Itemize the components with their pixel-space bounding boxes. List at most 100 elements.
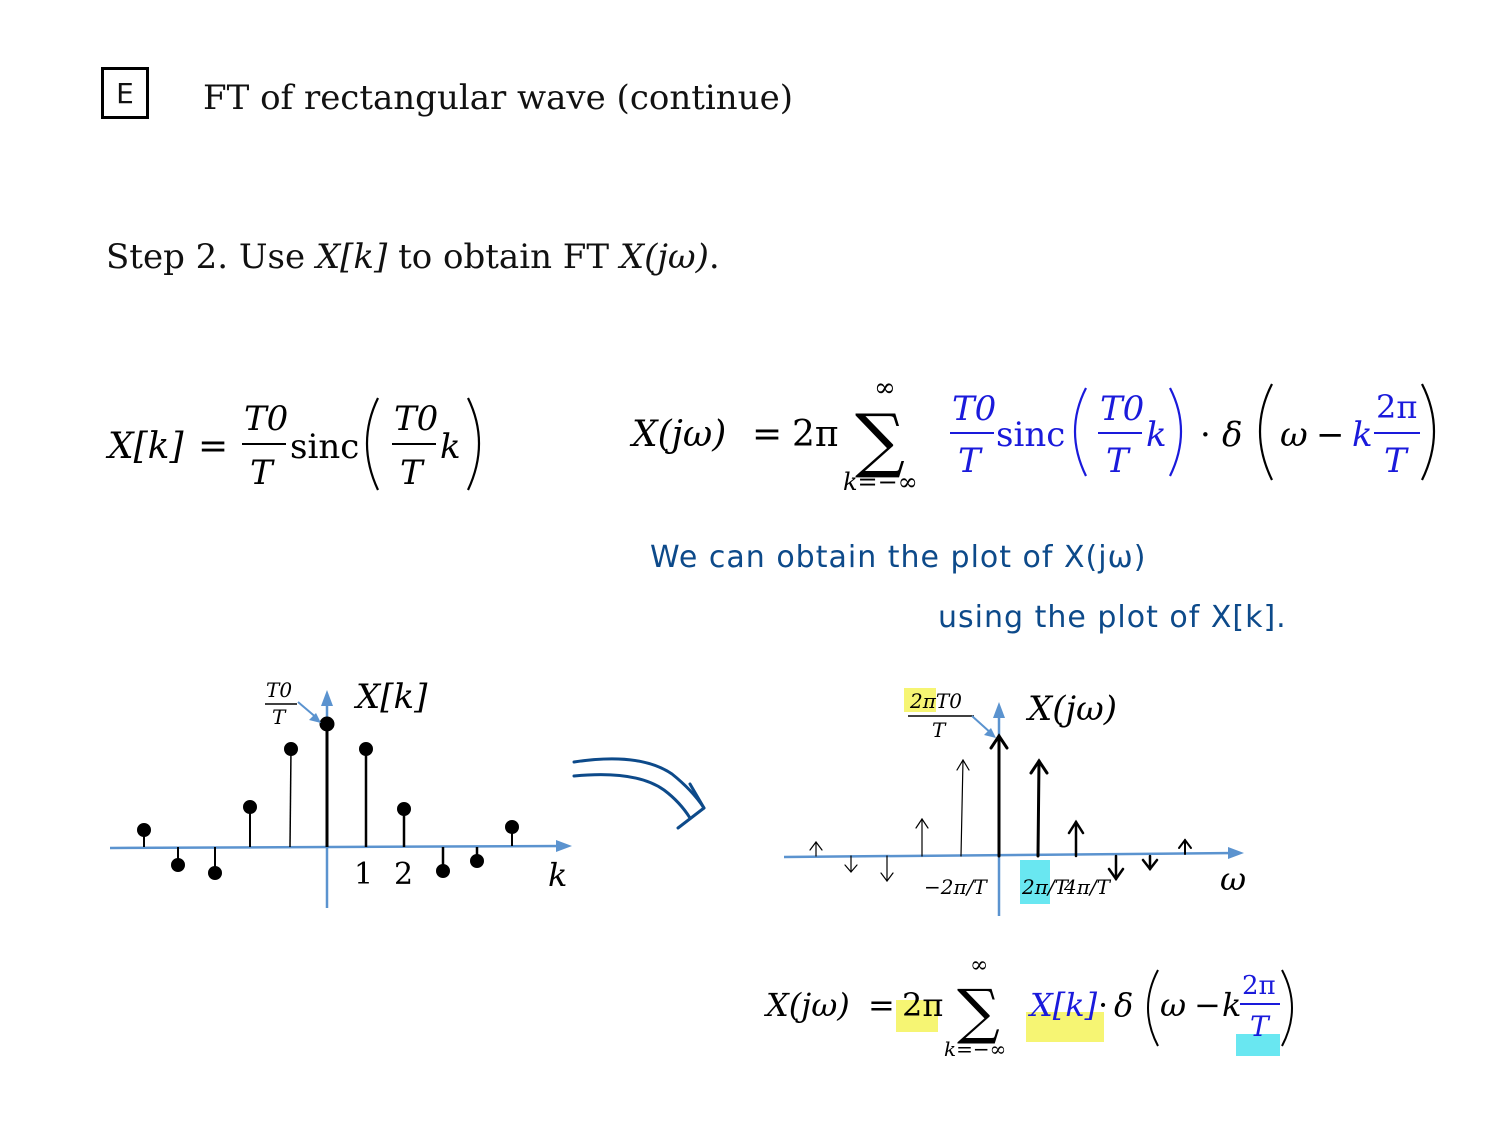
- eq-xjw-t0-a: T0: [952, 389, 996, 429]
- impulse-head: [915, 817, 929, 829]
- note-line-2: using the plot of X[k].: [938, 600, 1287, 635]
- eq-xjw-k-a: k: [1146, 415, 1167, 455]
- eq-bottom-sum: ∑: [957, 977, 1000, 1047]
- step-end: .: [708, 237, 720, 277]
- stem-head: [137, 823, 151, 837]
- plot-right-pos-tick: 2π/T: [1021, 875, 1070, 899]
- highlight-t: [1236, 1034, 1280, 1056]
- eq-xjw-sum-bottom: k=−∞: [843, 468, 918, 496]
- stem-head: [505, 820, 519, 834]
- plot-right-impulses: [809, 733, 1192, 882]
- eq-bottom-2pi-num: 2π: [1242, 971, 1276, 1001]
- eq-bottom-sum-bottom: k=−∞: [944, 1037, 1006, 1061]
- eq-xjw-t-c: T: [1384, 441, 1409, 481]
- plot-left-xlabel: k: [548, 856, 567, 894]
- plot-right-peak-den: T: [932, 718, 947, 742]
- equation-bottom: X(jω) = 2π ∞ ∑ k=−∞ X[k] · δ ω − k 2π T: [763, 953, 1293, 1061]
- eq-xk-k: k: [440, 427, 461, 467]
- eq-bottom-minus: −: [1194, 986, 1221, 1024]
- stem-head: [470, 854, 484, 868]
- step-xjw: X(jω): [619, 237, 709, 277]
- eq-xjw-sum-top: ∞: [874, 373, 896, 403]
- eq-xk-t0-a: T0: [244, 399, 288, 439]
- plot-left-pointer-head: [309, 713, 321, 723]
- eq-bottom-xk: X[k]: [1027, 986, 1098, 1024]
- plot-left-peak-den: T: [272, 705, 287, 729]
- eq-xjw-sinc: sinc: [996, 415, 1065, 455]
- eq-bottom-k: k: [1222, 986, 1241, 1024]
- eq-xjw-lparen-a: [1073, 387, 1087, 477]
- plot-left-x-axis: [109, 844, 567, 850]
- eq-xk-lhs: X[k]: [105, 426, 184, 467]
- stem-head: [243, 800, 257, 814]
- eq-bottom-lparen: [1147, 969, 1159, 1047]
- eq-xk-equals: =: [198, 426, 228, 467]
- impulse-head: [989, 733, 1009, 750]
- eq-xjw-t-a: T: [958, 441, 983, 481]
- impulse-head: [880, 872, 894, 882]
- stem-head: [436, 864, 450, 878]
- eq-xk-sinc: sinc: [290, 427, 359, 467]
- plot-right-pos-tick-2: 4π/T: [1063, 875, 1112, 899]
- stem-head: [208, 866, 222, 880]
- highlight-xk: [1026, 1012, 1104, 1042]
- eq-xjw-2pi-num: 2π: [1376, 388, 1417, 426]
- impulse-head: [844, 864, 858, 873]
- plot-left-tick-1: 1: [354, 857, 373, 892]
- plot-right-pointer-head: [984, 728, 996, 738]
- impulse-head: [809, 841, 823, 851]
- eq-bottom-omega: ω: [1160, 986, 1186, 1024]
- eq-xjw-t0-b: T0: [1100, 389, 1144, 429]
- plot-left-tick-2: 2: [394, 857, 413, 892]
- eq-bottom-lhs: X(jω): [763, 986, 850, 1024]
- eq-xjw-sum: ∑: [855, 399, 905, 481]
- highlight-2pi-tick: [1020, 860, 1050, 904]
- plot-left-x-arrow: [556, 840, 572, 852]
- eq-xjw-blue-term: T0 T sinc T0 T k: [950, 387, 1183, 481]
- eq-xjw-lhs: X(jω): [629, 414, 726, 455]
- plot-right-xjw: 2πT0 T X(jω) −2π/T 2π/T 4π/T ω: [783, 688, 1246, 916]
- eq-xjw-equals: =: [752, 414, 782, 455]
- transform-arrow: [572, 757, 706, 830]
- eq-bottom-t: T: [1250, 1010, 1271, 1043]
- stem-head: [319, 716, 335, 732]
- eq-xjw-minus: −: [1316, 415, 1345, 455]
- eq-bottom-rparen: [1281, 969, 1293, 1047]
- impulse-head: [1029, 758, 1049, 775]
- slide-title: FT of rectangular wave (continue): [203, 78, 793, 118]
- arrow-head: [676, 782, 706, 830]
- eq-xjw-rparen-a: [1169, 387, 1183, 477]
- step-middle: to obtain FT: [387, 237, 620, 277]
- plot-left-peak-num: T0: [266, 678, 292, 702]
- impulse-head: [1178, 838, 1192, 849]
- plot-left-ylabel: X[k]: [353, 677, 428, 717]
- plot-right-x-axis: [783, 851, 1237, 859]
- impulse-head: [1141, 858, 1159, 872]
- eq-xk-lparen: [365, 397, 379, 491]
- equation-xjw: X(jω) = 2π ∞ ∑ k=−∞ T0 T sinc T0 T k · δ…: [629, 373, 1436, 496]
- highlight-2pi: [896, 1000, 938, 1032]
- arrow-stroke-bottom: [572, 773, 692, 820]
- plot-left-xk: T0 T X[k] 1 2 k: [109, 677, 572, 908]
- eq-xk-t-b: T: [400, 453, 425, 493]
- eq-xk-rparen: [467, 397, 481, 491]
- plot-right-xlabel: ω: [1220, 860, 1246, 898]
- eq-xjw-omega: ω: [1280, 415, 1308, 455]
- eq-xjw-t-b: T: [1106, 441, 1131, 481]
- note-line-1: We can obtain the plot of X(jω): [650, 540, 1147, 575]
- impulse-head: [956, 758, 970, 771]
- impulse-head: [1067, 819, 1085, 835]
- equation-xk: X[k] = T0 T sinc T0 T k: [105, 397, 481, 493]
- eq-xjw-k-b: k: [1352, 415, 1373, 455]
- impulse-line: [960, 759, 964, 857]
- eq-xjw-cdot: ·: [1200, 415, 1211, 455]
- plot-right-x-arrow: [1228, 847, 1244, 859]
- eq-bottom-sum-top: ∞: [970, 953, 988, 978]
- stem-head: [397, 802, 411, 816]
- plot-left-y-arrow: [321, 690, 333, 706]
- eq-xjw-lparen-b: [1258, 383, 1273, 481]
- eq-xjw-2pi: 2π: [792, 414, 839, 455]
- plot-right-y-arrow: [993, 702, 1005, 718]
- highlight-2pi-peak: [904, 688, 936, 712]
